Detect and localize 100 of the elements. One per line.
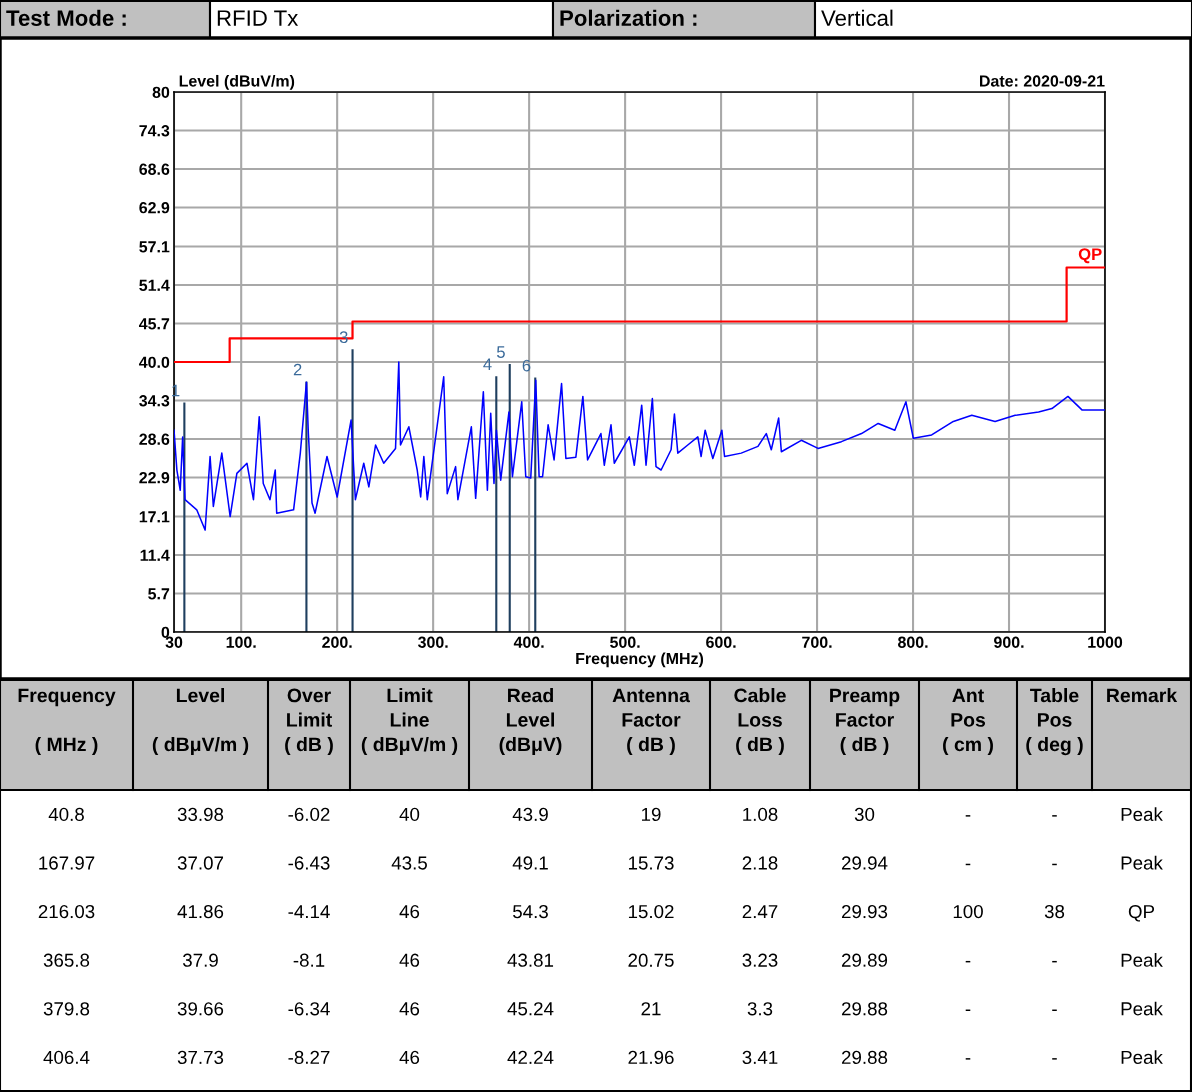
- y-tick-label: 80: [152, 86, 170, 98]
- text: 216.03: [38, 904, 95, 919]
- text: -: [965, 1009, 971, 1011]
- category-label: Table Pos ( deg ): [1026, 688, 1083, 756]
- text: -6.34: [288, 1002, 330, 1016]
- text: 406.4: [43, 1050, 90, 1065]
- text: 38: [1044, 904, 1065, 919]
- x-tick-label: 200.: [322, 636, 352, 648]
- text: -: [1052, 1058, 1057, 1060]
- y-tick-label: 74.3: [139, 125, 170, 137]
- text: 29.93: [841, 904, 888, 919]
- text: 3.41: [742, 1050, 778, 1065]
- y-tick-label: 5.7: [148, 588, 170, 600]
- text: Test Mode :: [6, 9, 126, 26]
- text: Peak: [1121, 807, 1163, 822]
- text: 379.8: [43, 1002, 90, 1016]
- text: 42.24: [507, 1050, 554, 1064]
- text: 3.3: [747, 1002, 773, 1016]
- text: 41.86: [177, 904, 224, 919]
- text: -8.1: [293, 953, 325, 967]
- x-tick-label: 500.: [610, 636, 640, 648]
- y-tick-label: 34.3: [139, 395, 170, 407]
- y-tick-label: 0: [161, 626, 170, 638]
- text: 46: [399, 1050, 420, 1065]
- text: 100: [953, 904, 983, 919]
- text: 37.07: [177, 856, 224, 870]
- text: -: [1052, 815, 1057, 817]
- text: 30: [854, 807, 875, 822]
- y-tick-label: 45.7: [138, 318, 170, 330]
- x-tick-label: 1000: [1088, 636, 1123, 648]
- text: -8.27: [288, 1050, 330, 1065]
- text: 2.47: [742, 904, 778, 919]
- text: 37.9: [182, 953, 218, 967]
- x-tick-label: 300.: [417, 636, 448, 648]
- text: 39.66: [177, 1002, 224, 1016]
- text: 37.73: [177, 1050, 224, 1065]
- text: -: [1052, 960, 1057, 963]
- text: 46: [399, 904, 420, 919]
- annotation: 6: [522, 359, 531, 372]
- text: Peak: [1121, 855, 1163, 870]
- category-label: Preamp Factor ( dB ): [830, 688, 900, 756]
- text: 15.02: [628, 904, 674, 919]
- annotation: 4: [483, 358, 492, 370]
- text: -: [965, 1058, 971, 1060]
- x-tick-label: 900.: [994, 636, 1024, 648]
- text: 29.88: [841, 1002, 888, 1016]
- category-label: Over Limit ( dB ): [285, 688, 333, 756]
- x-tick-label: 400.: [513, 636, 544, 648]
- annotation: 2: [293, 363, 302, 376]
- text: 49.1: [512, 856, 548, 870]
- text: QP: [1128, 904, 1155, 922]
- text: Peak: [1121, 1001, 1163, 1016]
- y-tick-label: 62.9: [139, 202, 170, 214]
- text: 46: [399, 953, 420, 967]
- bar: [351, 349, 354, 632]
- text: 46: [399, 1002, 420, 1016]
- text: 15.73: [628, 856, 674, 870]
- category-label: Ant Pos ( cm ): [943, 688, 993, 756]
- text: -6.43: [288, 856, 330, 870]
- text: 29.94: [841, 856, 888, 870]
- x-tick-label: 700.: [802, 636, 832, 648]
- text: 54.3: [513, 904, 548, 919]
- category-label: Level ( dBμV/m ): [152, 688, 249, 756]
- x-tick-label: 100.: [226, 636, 256, 648]
- text: 45.24: [507, 1002, 554, 1016]
- text: 40: [399, 807, 420, 822]
- text: 167.97: [39, 856, 95, 870]
- y-tick-label: 28.6: [139, 433, 170, 445]
- x-axis-title: Frequency (MHz): [576, 652, 704, 668]
- text: -: [965, 960, 971, 963]
- text: 21: [641, 1002, 661, 1016]
- series-label: QP: [1078, 248, 1102, 264]
- text: RFID Tx: [217, 10, 299, 26]
- category-label: Remark: [1107, 688, 1178, 703]
- x-tick-label: 30: [165, 636, 183, 648]
- text: 19: [642, 807, 661, 822]
- annotation: 5: [496, 346, 505, 358]
- text: 33.98: [177, 807, 224, 822]
- text: 2.18: [742, 856, 778, 870]
- text: 21.96: [628, 1050, 674, 1065]
- y-axis-title: Level (dBuV/m): [179, 74, 295, 90]
- category-label: Antenna Factor ( dB ): [612, 688, 691, 756]
- y-tick-label: 51.4: [139, 279, 170, 291]
- text: 29.88: [841, 1050, 888, 1065]
- text: -: [1052, 1009, 1057, 1011]
- y-tick-label: 40.0: [138, 356, 170, 368]
- x-tick-label: 800.: [898, 636, 928, 648]
- x-tick-label: 600.: [706, 636, 736, 648]
- y-tick-label: 17.1: [139, 511, 170, 523]
- text: Date: 2020-09-21: [980, 75, 1105, 87]
- category-label: Frequency ( MHz ): [18, 688, 116, 756]
- text: 365.8: [43, 953, 90, 967]
- text: -: [965, 815, 971, 817]
- text: Peak: [1121, 1050, 1163, 1065]
- text: -: [965, 863, 971, 866]
- text: 40.8: [48, 807, 84, 822]
- text: 43.9: [512, 807, 548, 822]
- text: 1.08: [743, 807, 778, 822]
- text: Polarization :: [560, 9, 697, 26]
- y-tick-label: 11.4: [140, 549, 170, 561]
